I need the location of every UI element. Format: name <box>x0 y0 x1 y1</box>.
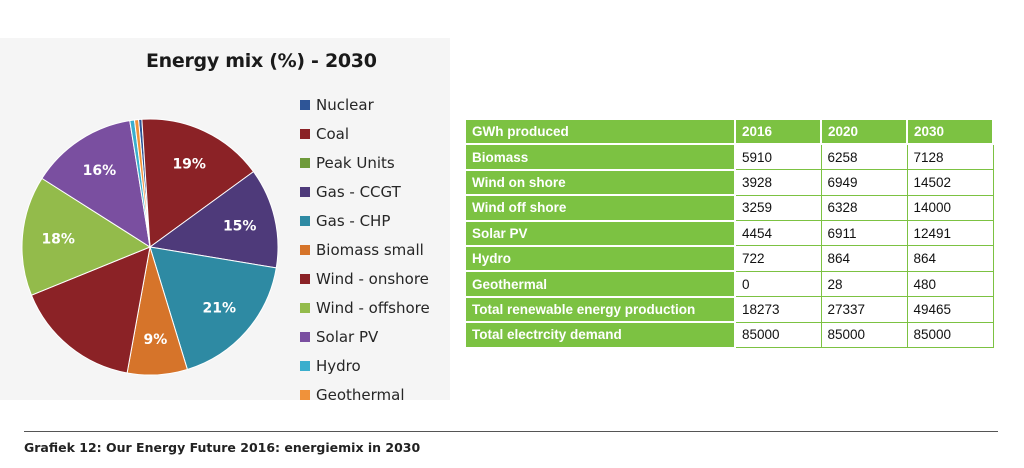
legend-swatch <box>300 389 310 400</box>
table-cell: 864 <box>820 245 908 272</box>
row-label: Solar PV <box>464 219 736 247</box>
legend-swatch <box>300 128 310 139</box>
legend-label: Wind - offshore <box>316 298 430 317</box>
table-cell: 85000 <box>820 321 908 349</box>
pie-data-label: 15% <box>223 219 257 235</box>
legend-item: Hydro <box>300 351 430 380</box>
table-row: Geothermal 0 28 480 <box>464 270 994 298</box>
table-row: Total renewable energy production 18273 … <box>464 295 994 324</box>
row-label: Wind on shore <box>464 168 736 197</box>
legend-label: Gas - CCGT <box>316 182 401 201</box>
header-cell: 2020 <box>820 117 908 146</box>
legend-item: Coal <box>300 119 430 148</box>
legend-item: Wind - onshore <box>300 264 430 293</box>
pie-data-label: 16% <box>83 163 117 179</box>
row-label: Total electrcity demand <box>464 321 736 349</box>
legend-label: Coal <box>316 124 350 143</box>
pie-data-label: 18% <box>41 232 75 248</box>
legend-label: Geothermal <box>316 385 405 404</box>
legend-swatch <box>300 302 310 313</box>
legend-label: Hydro <box>316 356 361 375</box>
row-label: Hydro <box>464 244 736 273</box>
energy-production-table: GWh produced 2016 2020 2030 Biomass 5910… <box>464 117 994 349</box>
pie-data-label: 21% <box>203 301 237 317</box>
pie-data-label: 19% <box>172 157 206 173</box>
row-label: Geothermal <box>464 270 736 298</box>
table-row: Biomass 5910 6258 7128 <box>464 143 994 171</box>
table-cell: 4454 <box>734 220 822 247</box>
pie-slice-gas-chp <box>149 246 277 371</box>
row-label: Wind off shore <box>464 194 736 222</box>
legend-swatch <box>300 273 310 284</box>
legend-label: Solar PV <box>316 327 379 346</box>
table-cell: 49465 <box>906 296 994 323</box>
table-cell: 3928 <box>734 169 822 196</box>
table-row: Total electrcity demand 85000 85000 8500… <box>464 321 994 349</box>
table-cell: 7128 <box>906 143 994 171</box>
row-label: Total renewable energy production <box>464 295 736 324</box>
legend-swatch <box>300 99 310 110</box>
pie-data-label: 9% <box>144 332 168 348</box>
legend-label: Gas - CHP <box>316 211 391 230</box>
pie-slice-wind-onshore <box>30 246 151 374</box>
table-cell: 14000 <box>906 194 994 222</box>
table-cell: 864 <box>906 245 994 272</box>
table-cell: 6258 <box>820 143 908 171</box>
pie-slice-coal <box>141 118 255 248</box>
table-cell: 28 <box>820 270 908 298</box>
table-cell: 6911 <box>820 220 908 247</box>
table-cell: 5910 <box>734 143 822 171</box>
legend-item: Biomass small <box>300 235 430 264</box>
table-cell: 12491 <box>906 220 994 247</box>
pie-slice-geothermal <box>133 118 151 248</box>
header-cell: 2030 <box>906 117 994 146</box>
header-cell: GWh produced <box>464 117 736 146</box>
table-cell: 6328 <box>820 194 908 222</box>
legend-item: Geothermal <box>300 380 430 409</box>
legend-item: Solar PV <box>300 322 430 351</box>
legend-item: Gas - CHP <box>300 206 430 235</box>
table-cell: 85000 <box>734 321 822 349</box>
legend-item: Gas - CCGT <box>300 177 430 206</box>
table-cell: 85000 <box>906 321 994 349</box>
table-cell: 18273 <box>734 296 822 323</box>
table-row: Wind off shore 3259 6328 14000 <box>464 194 994 222</box>
legend-swatch <box>300 244 310 255</box>
caption-divider <box>24 431 998 432</box>
chart-legend: Nuclear Coal Peak Units Gas - CCGT Gas -… <box>300 90 430 409</box>
table-cell: 27337 <box>820 296 908 323</box>
legend-swatch <box>300 331 310 342</box>
legend-item: Nuclear <box>300 90 430 119</box>
pie-slice-solar-pv <box>41 120 151 249</box>
legend-swatch <box>300 360 310 371</box>
pie-slice-wind-offshore <box>21 177 152 296</box>
legend-label: Nuclear <box>316 95 374 114</box>
chart-title: Energy mix (%) - 2030 <box>146 50 377 72</box>
legend-swatch <box>300 157 310 168</box>
legend-item: Wind - offshore <box>300 293 430 322</box>
legend-label: Biomass small <box>316 240 424 259</box>
row-label: Biomass <box>464 143 736 171</box>
legend-swatch <box>300 186 310 197</box>
table-cell: 722 <box>734 245 822 272</box>
legend-item: Peak Units <box>300 148 430 177</box>
table-row: Solar PV 4454 6911 12491 <box>464 219 994 247</box>
table-cell: 480 <box>906 270 994 298</box>
legend-label: Wind - onshore <box>316 269 429 288</box>
pie-slice-gas-ccgt <box>148 170 279 269</box>
legend-swatch <box>300 215 310 226</box>
figure-caption: Grafiek 12: Our Energy Future 2016: ener… <box>24 440 421 455</box>
header-cell: 2016 <box>734 117 822 146</box>
table-cell: 0 <box>734 270 822 298</box>
table-row: Wind on shore 3928 6949 14502 <box>464 168 994 197</box>
table-cell: 14502 <box>906 169 994 196</box>
table-cell: 6949 <box>820 169 908 196</box>
table-row: Hydro 722 864 864 <box>464 244 994 273</box>
table-header-row: GWh produced 2016 2020 2030 <box>464 117 994 146</box>
table-cell: 3259 <box>734 194 822 222</box>
pie-chart: 19% 15% 21% 9% 18% 16% <box>21 118 279 376</box>
legend-label: Peak Units <box>316 153 395 172</box>
